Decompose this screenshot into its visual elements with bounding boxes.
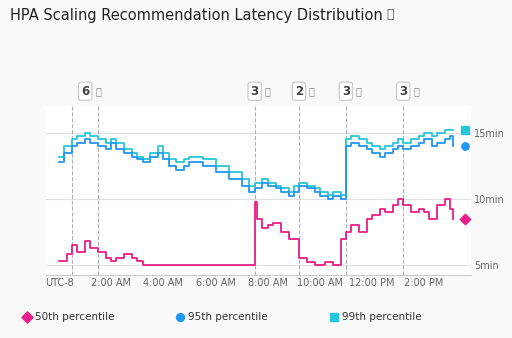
Text: 50th percentile: 50th percentile	[35, 312, 114, 322]
Text: 6: 6	[81, 85, 89, 98]
Text: 3: 3	[250, 85, 259, 98]
Point	[460, 127, 468, 133]
Text: 2: 2	[295, 85, 303, 98]
Text: ⓘ: ⓘ	[95, 86, 101, 96]
Point	[460, 216, 468, 221]
Point	[176, 314, 184, 319]
Text: ⓘ: ⓘ	[265, 86, 270, 96]
Text: HPA Scaling Recommendation Latency Distribution: HPA Scaling Recommendation Latency Distr…	[10, 8, 383, 23]
Text: ⓘ: ⓘ	[309, 86, 315, 96]
Text: ⓘ: ⓘ	[413, 86, 419, 96]
Text: 95th percentile: 95th percentile	[188, 312, 268, 322]
Point	[23, 314, 31, 319]
Point	[460, 143, 468, 149]
Text: 3: 3	[342, 85, 350, 98]
Text: ⓘ: ⓘ	[356, 86, 361, 96]
Text: ❓: ❓	[387, 8, 394, 21]
Text: 3: 3	[399, 85, 408, 98]
Text: 99th percentile: 99th percentile	[342, 312, 422, 322]
Point	[330, 314, 338, 319]
